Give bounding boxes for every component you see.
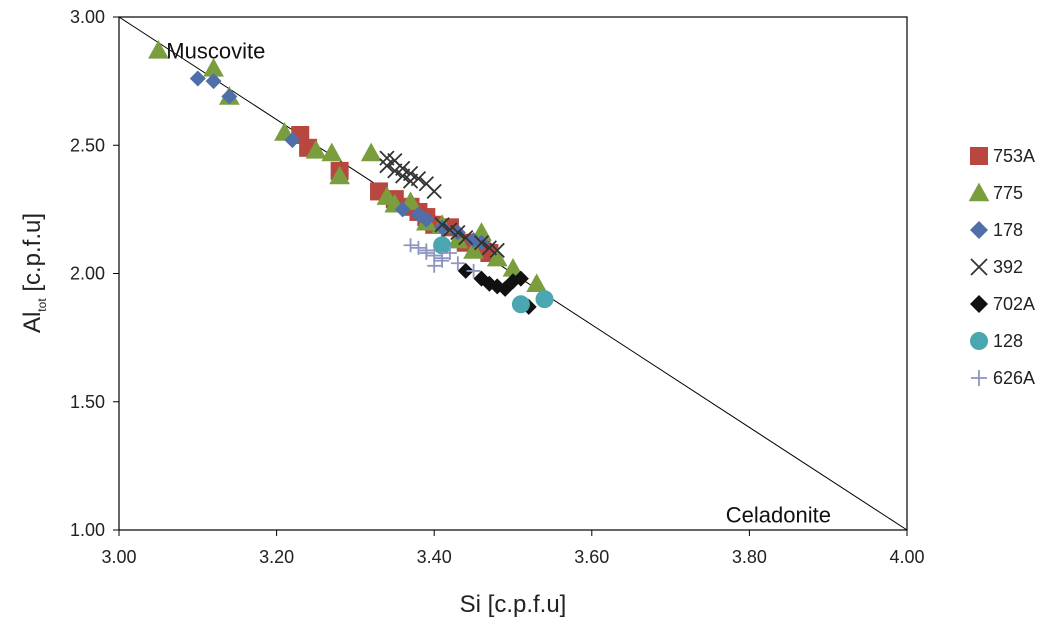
- legend: 753A 775 178 392 702A 128 626A: [968, 146, 1035, 388]
- legend-marker: [970, 221, 988, 239]
- x-tick-label: 4.00: [889, 547, 924, 567]
- data-point: [329, 165, 350, 185]
- data-point: [426, 183, 442, 200]
- y-axis-title-rest: [c.p.f.u]: [19, 213, 46, 298]
- data-point: [466, 263, 481, 278]
- x-tick-label: 3.20: [259, 547, 294, 567]
- data-point: [433, 236, 452, 255]
- legend-label: 753A: [993, 146, 1035, 166]
- y-tick-label: 2.00: [70, 264, 105, 284]
- y-tick-label: 3.00: [70, 7, 105, 27]
- legend-marker: [968, 182, 990, 202]
- data-point: [450, 224, 466, 241]
- series-392: [379, 150, 505, 259]
- legend-marker: [970, 295, 988, 313]
- legend-item-626A: 626A: [971, 368, 1035, 388]
- x-tick-label: 3.80: [732, 547, 767, 567]
- data-point: [205, 73, 222, 90]
- data-point: [411, 240, 426, 255]
- legend-label: 178: [993, 220, 1023, 240]
- annotation-label: Celadonite: [726, 503, 831, 528]
- series-128: [433, 236, 554, 314]
- x-axis-ticks: 3.00 3.20 3.40 3.60 3.80 4.00: [101, 530, 925, 567]
- data-point: [458, 229, 474, 246]
- legend-item-392: 392: [970, 257, 1023, 277]
- x-tick-label: 3.60: [574, 547, 609, 567]
- data-point: [387, 163, 403, 179]
- annotation-label: Muscovite: [166, 38, 265, 63]
- data-point: [189, 70, 206, 87]
- legend-item-702A: 702A: [970, 294, 1035, 314]
- x-tick-label: 3.40: [417, 547, 452, 567]
- data-point: [284, 132, 301, 149]
- legend-marker: [970, 258, 988, 276]
- y-axis-ticks: 1.00 1.50 2.00 2.50 3.00: [70, 7, 119, 540]
- y-tick-label: 1.50: [70, 392, 105, 412]
- legend-label: 392: [993, 257, 1023, 277]
- legend-item-775: 775: [968, 182, 1023, 203]
- legend-label: 128: [993, 331, 1023, 351]
- legend-marker: [971, 370, 987, 386]
- y-tick-label: 2.50: [70, 135, 105, 155]
- data-point: [511, 295, 530, 314]
- data-point: [512, 270, 529, 287]
- data-point: [305, 140, 327, 159]
- legend-label: 775: [993, 183, 1023, 203]
- data-point: [427, 258, 442, 273]
- data-point: [419, 243, 434, 258]
- y-axis-title-sub: tot: [35, 298, 49, 312]
- data-point: [526, 273, 547, 293]
- data-point: [502, 258, 524, 277]
- data-point: [402, 173, 419, 189]
- data-point: [221, 88, 238, 105]
- annotations: Muscovite Celadonite: [166, 38, 831, 527]
- data-point: [473, 235, 490, 251]
- data-point: [442, 245, 457, 260]
- y-axis-title: Altot [c.p.f.u]: [19, 213, 49, 333]
- x-axis-title: Si [c.p.f.u]: [460, 591, 567, 618]
- data-point: [148, 39, 169, 59]
- legend-item-753A: 753A: [970, 146, 1035, 166]
- series-626A: [403, 238, 481, 278]
- x-tick-label: 3.00: [101, 547, 136, 567]
- data-point: [395, 168, 411, 184]
- data-point: [486, 247, 508, 267]
- legend-marker: [970, 147, 988, 165]
- data-point: [379, 158, 395, 174]
- y-tick-label: 1.00: [70, 520, 105, 540]
- data-point: [360, 142, 382, 162]
- data-point: [321, 142, 343, 162]
- data-point: [434, 217, 450, 233]
- data-point: [457, 262, 474, 279]
- data-points: [148, 39, 554, 315]
- data-point: [434, 219, 451, 236]
- data-point: [435, 251, 450, 266]
- y-axis-title-main: Al: [19, 312, 46, 333]
- data-point: [203, 57, 224, 77]
- legend-marker: [970, 332, 988, 350]
- legend-label: 702A: [993, 294, 1035, 314]
- data-point: [535, 290, 554, 309]
- legend-label: 626A: [993, 368, 1035, 388]
- data-point: [463, 240, 484, 259]
- legend-item-178: 178: [970, 220, 1023, 240]
- legend-item-128: 128: [970, 331, 1023, 351]
- data-point: [450, 256, 465, 271]
- data-point: [403, 238, 418, 253]
- data-point: [418, 211, 435, 228]
- data-point: [489, 242, 505, 259]
- data-point: [394, 201, 411, 218]
